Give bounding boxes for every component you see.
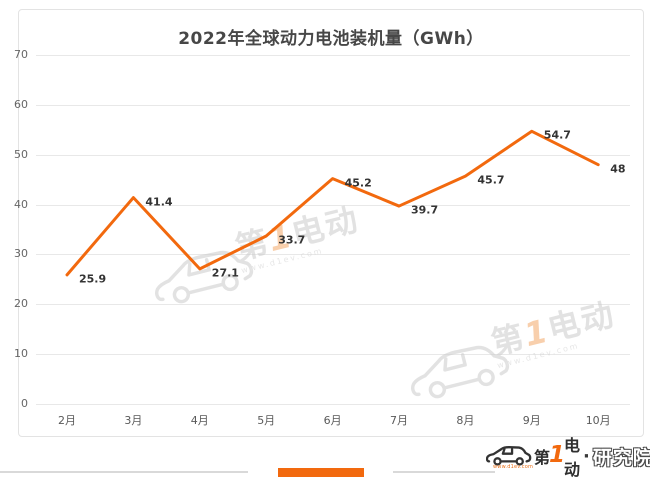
- brand-text-one: 1: [549, 441, 566, 468]
- car-icon: [485, 446, 532, 466]
- chart-card: 2022年全球动力电池装机量（GWh）: [18, 9, 644, 437]
- chart-title: 2022年全球动力电池装机量（GWh）: [178, 29, 484, 49]
- brand-text-prefix: 第: [534, 448, 551, 467]
- brand-text-suffix: 电动: [564, 436, 581, 479]
- brand-url: www.d1ev.com: [493, 464, 534, 470]
- brand-separator: ·: [583, 445, 590, 467]
- brand-text: 第 1 电动: [534, 432, 580, 480]
- footer-accent-bar: [278, 468, 364, 477]
- footer-divider-left: [0, 471, 248, 473]
- brand-org: 研究院: [592, 446, 650, 469]
- brand-car-icon: www.d1ev.com: [485, 444, 534, 470]
- footer-divider-right: [393, 471, 495, 473]
- footer-logo: www.d1ev.com 第 1 电动 · 研究院: [485, 436, 650, 479]
